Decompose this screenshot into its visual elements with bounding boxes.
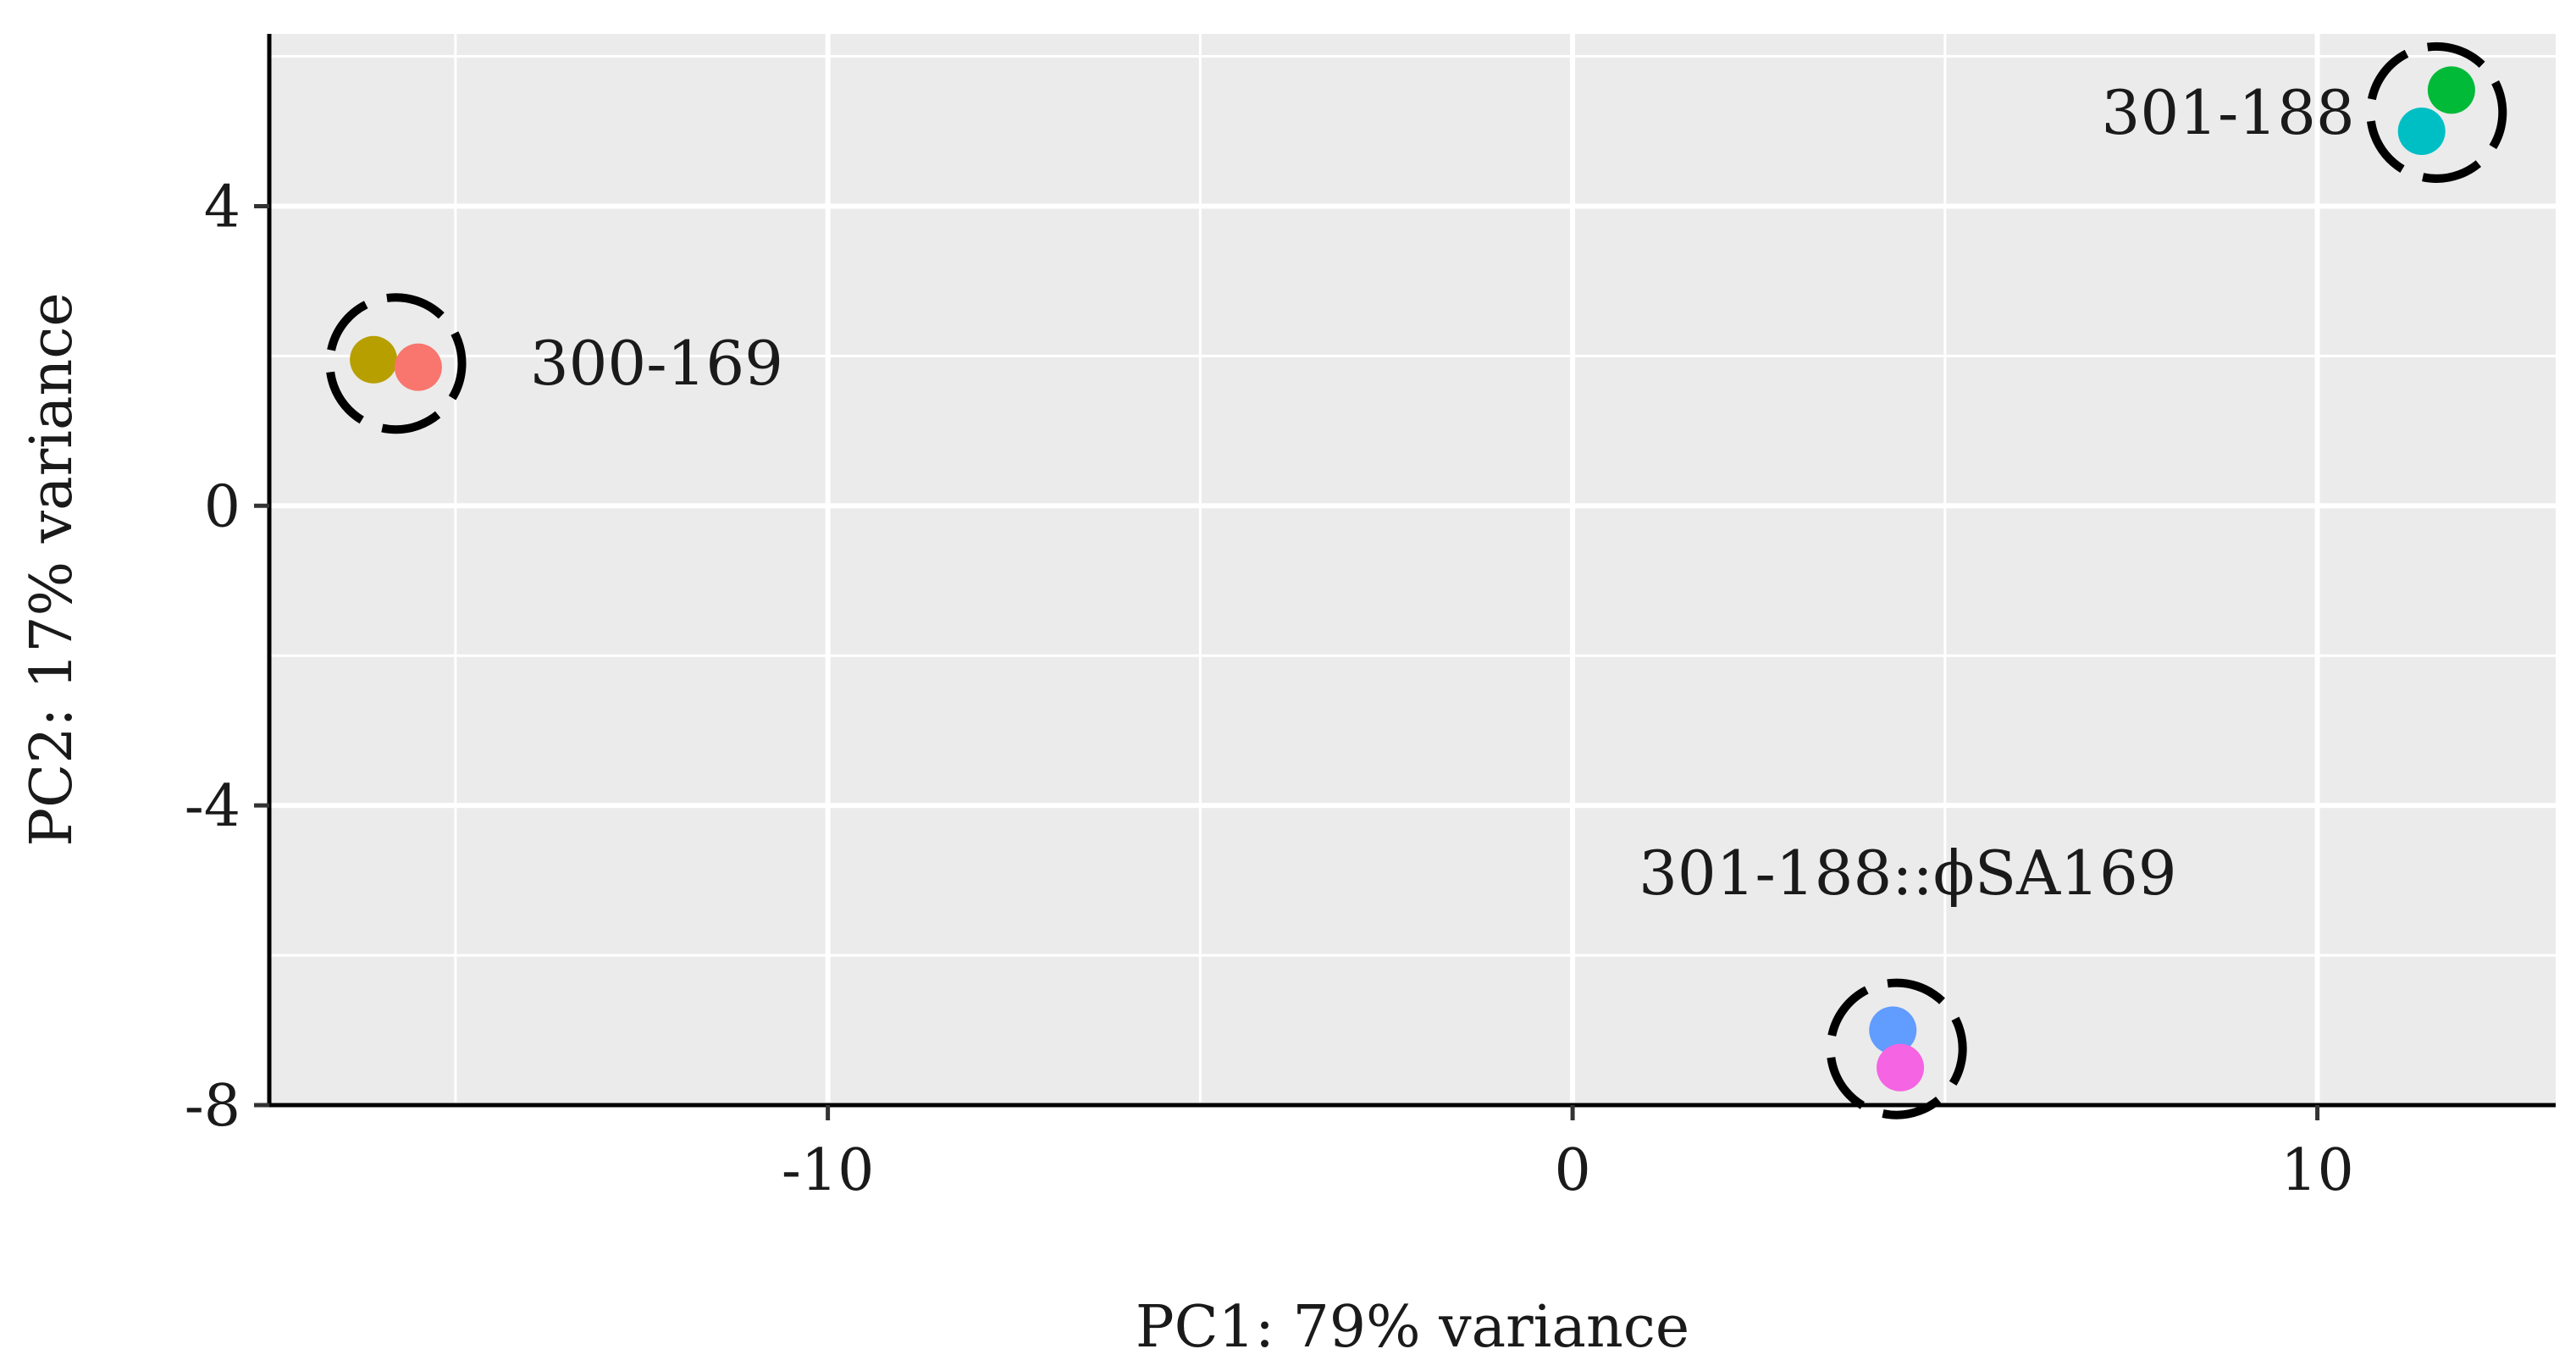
cluster-label: 301-188 (2102, 77, 2355, 148)
data-point (2427, 66, 2475, 114)
y-tick-label: -8 (185, 1073, 240, 1140)
cluster-label: 300-169 (530, 328, 783, 399)
x-tick-label: 10 (2280, 1137, 2354, 1204)
y-axis-title: PC2: 17% variance (19, 292, 86, 846)
minor-gridlines (269, 34, 2556, 1105)
data-point (2397, 108, 2446, 155)
y-tick-label: 4 (204, 174, 240, 240)
x-tick-label: 0 (1554, 1137, 1590, 1204)
axes (267, 34, 2556, 1108)
y-tick-label: 0 (204, 473, 240, 540)
data-points (350, 66, 2475, 1092)
x-tick-label: -10 (782, 1137, 875, 1204)
cluster-rings (325, 41, 2507, 1119)
data-point (394, 343, 442, 391)
data-point (1877, 1043, 1925, 1092)
cluster-ring (325, 293, 467, 434)
cluster-label: 301-188::ϕSA169 (1639, 838, 2177, 909)
tick-labels: -10 0 10 4 0 -4 -8 (185, 174, 2354, 1204)
data-point (1869, 1006, 1917, 1054)
x-axis-title: PC1: 79% variance (1136, 1294, 1689, 1361)
plot-panel (269, 34, 2556, 1105)
data-point (350, 335, 398, 384)
cluster-ring (1826, 978, 1967, 1119)
y-tick-label: -4 (185, 773, 240, 840)
cluster-ring (2366, 41, 2507, 183)
